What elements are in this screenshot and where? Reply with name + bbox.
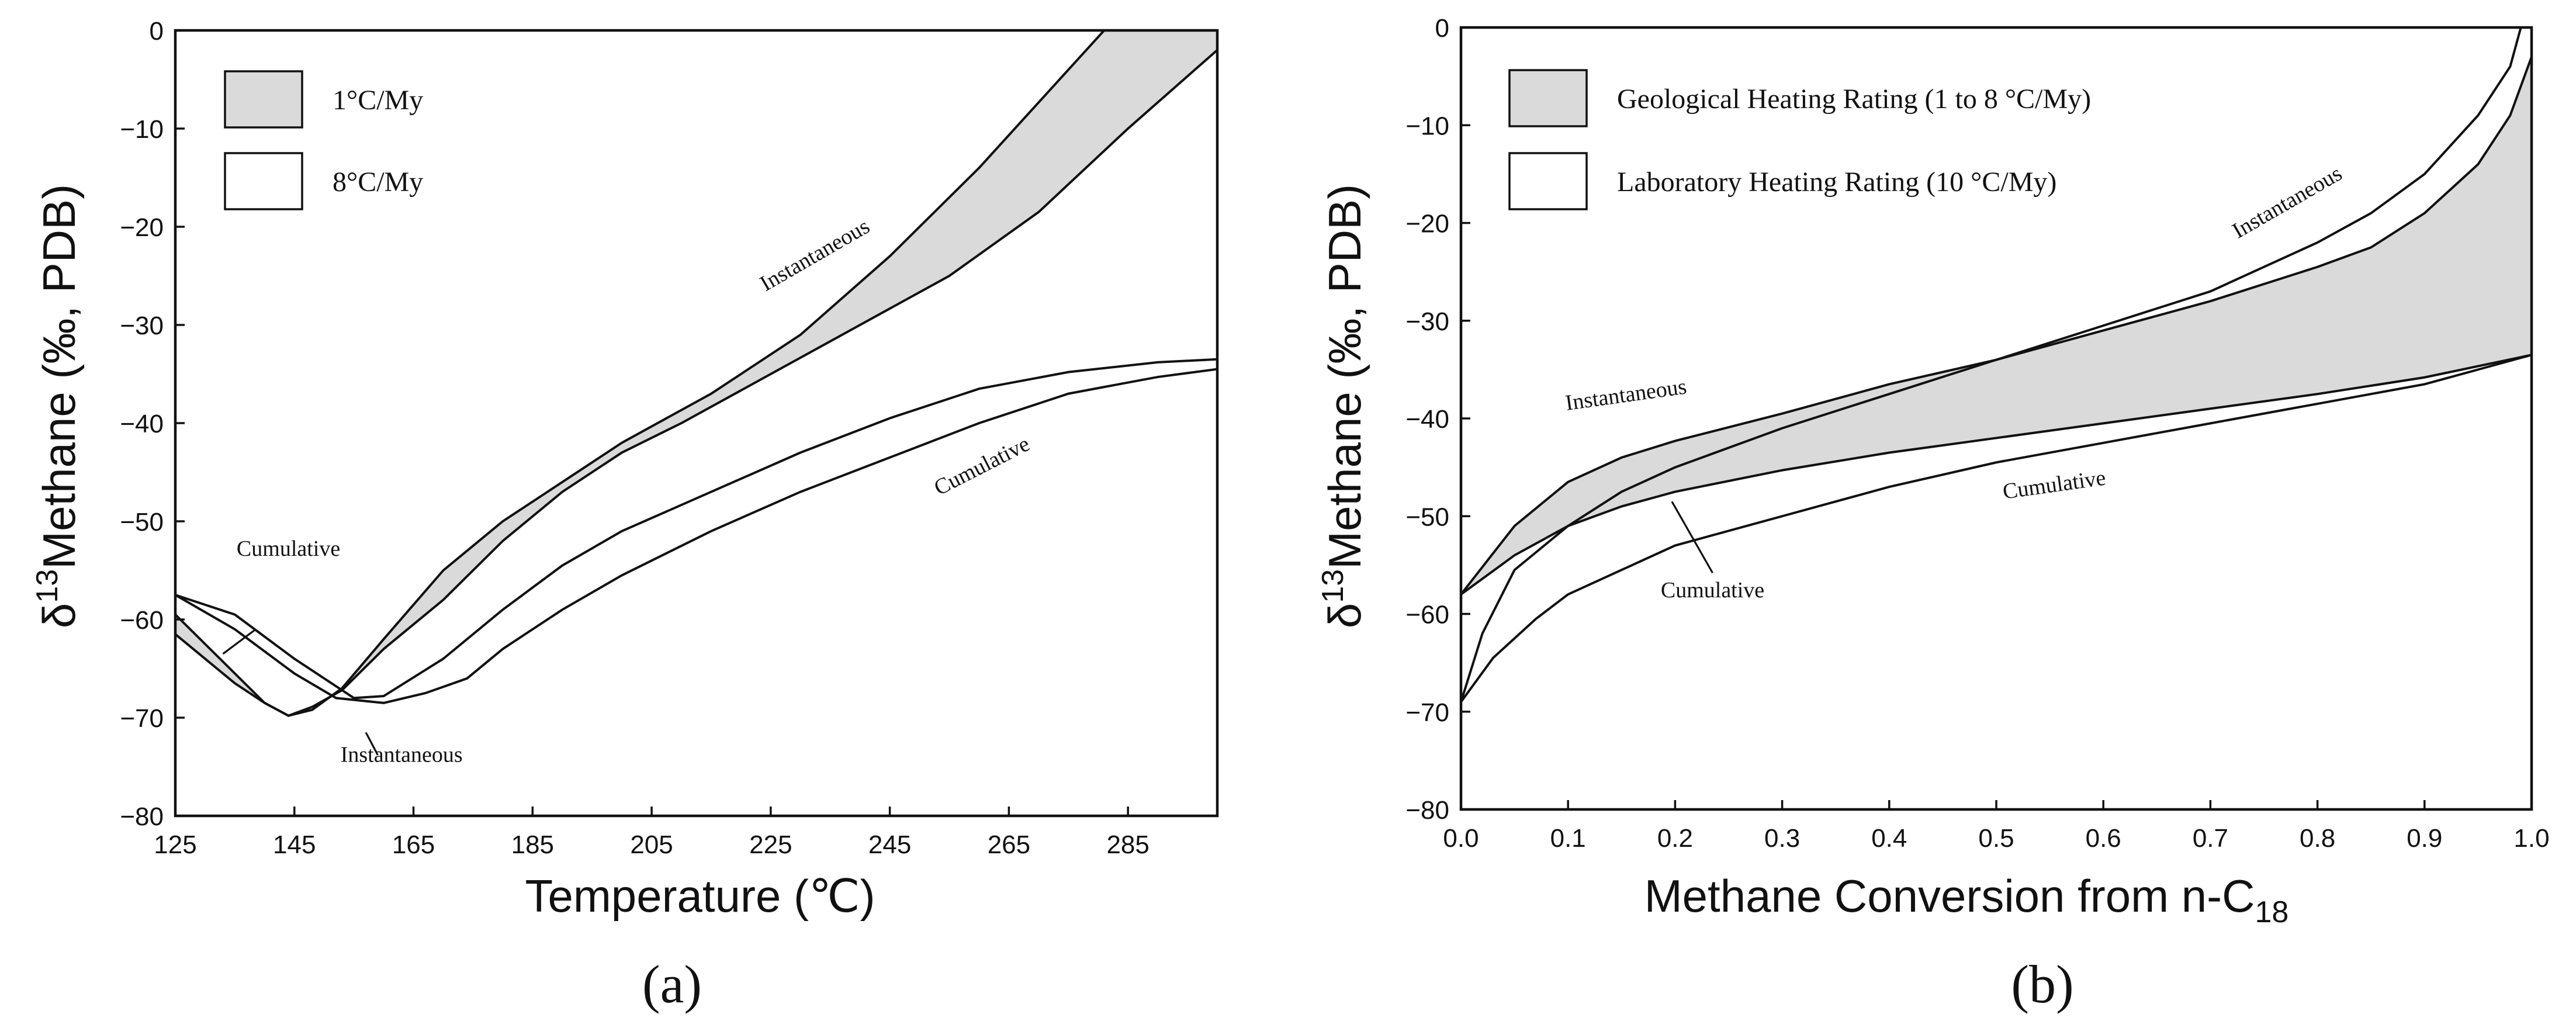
panel-a-y-tick-label: −70 bbox=[120, 704, 164, 733]
panel-b-x-tick-label: 0.7 bbox=[2193, 824, 2228, 853]
panel-a-x-tick-label: 225 bbox=[749, 830, 792, 859]
panel-b-band-0-upper-curve bbox=[1460, 56, 2533, 596]
panel-b-x-tick-label: 0.5 bbox=[1978, 824, 2014, 853]
panel-b-legend-swatch bbox=[1508, 152, 1588, 210]
panel-a: 125 145 165 185 205 225 245 265 285 0 −10 −20 −30 −40… bbox=[30, 17, 1219, 1014]
panel-a-y-axis-title: δ13Methane (‰, PDB) bbox=[30, 184, 85, 628]
panel-a-y-tick-label: −80 bbox=[120, 802, 164, 831]
panel-a-curves bbox=[174, 29, 1218, 717]
panel-a-legend-swatch bbox=[224, 70, 303, 129]
panel-a-annotation: Instantaneous bbox=[341, 743, 463, 767]
panel-a-x-tick-label: 165 bbox=[392, 830, 435, 859]
panel-b-x-tick-label: 0.8 bbox=[2300, 824, 2335, 853]
panel-a-y-tick-label: 0 bbox=[150, 17, 164, 46]
panel-a-x-tick-label: 185 bbox=[511, 830, 554, 859]
panel-a-x-tick-label: 145 bbox=[273, 830, 316, 859]
panel-b-band-1-upper-curve bbox=[1460, 27, 2522, 702]
panel-a-y-tick-label: −40 bbox=[120, 410, 164, 438]
panel-a-band-0 bbox=[175, 30, 1217, 716]
panel-b-x-tick-label: 0.3 bbox=[1764, 824, 1800, 853]
panel-a-leaders bbox=[222, 628, 379, 756]
panel-a-y-tick-label: −10 bbox=[120, 115, 164, 144]
panel-a-y-tick-label: −60 bbox=[120, 606, 164, 635]
panel-b-legend: Geological Heating Rating (1 to 8 °C/My)… bbox=[1508, 69, 2091, 210]
panel-b-curves bbox=[1460, 27, 2533, 703]
panel-a-x-tick-label: 285 bbox=[1106, 830, 1149, 859]
panel-a-x-tick-label: 125 bbox=[154, 830, 196, 859]
panel-a-leader-line bbox=[222, 628, 257, 655]
panel-b-annotation: Instantaneous bbox=[1564, 374, 1688, 416]
panel-b-x-tick-label: 1.0 bbox=[2513, 824, 2549, 853]
panel-a-x-tick-label: 265 bbox=[988, 830, 1030, 859]
panel-a-band-0-lower-curve bbox=[174, 49, 1218, 717]
panel-b-y-tick-label: −20 bbox=[1405, 210, 1449, 238]
panel-b-y-tick-label: −30 bbox=[1405, 307, 1449, 336]
panel-b-label: (b) bbox=[2011, 954, 2073, 1014]
panel-b-band-0 bbox=[1461, 57, 2532, 595]
panel-a-x-tick-label: 205 bbox=[630, 830, 673, 859]
panel-a-y-tick-label: −20 bbox=[120, 213, 164, 242]
panel-b-x-tick-label: 0.0 bbox=[1443, 824, 1479, 853]
panel-b-y-tick-label: −80 bbox=[1405, 796, 1449, 825]
panel-b-leader-line bbox=[1671, 501, 1713, 574]
panel-b-y-tick-label: −60 bbox=[1405, 601, 1449, 629]
panel-b-annotation: Instantaneous bbox=[2228, 161, 2346, 244]
panel-a-ticks: 125 145 165 185 205 225 245 265 285 0 −10 −20 −30 −40… bbox=[120, 17, 1149, 859]
panel-a-band-1-upper-curve bbox=[175, 358, 1218, 700]
panel-a-annotation: Cumulative bbox=[930, 431, 1034, 500]
panel-a-legend-label: 8°C/My bbox=[333, 167, 423, 198]
panel-b-annotation: Cumulative bbox=[1661, 578, 1764, 603]
panel-b-y-tick-label: −70 bbox=[1405, 698, 1449, 727]
panel-b-legend-swatch bbox=[1508, 69, 1588, 127]
panel-a-legend: 1°C/My 8°C/My bbox=[224, 70, 423, 210]
panel-b: 0.0 0.1 0.2 0.3 0.4 0.5 0.6 0.7 0.8 0.9 1.0 0 −10 −20… bbox=[1316, 14, 2550, 1014]
panel-a-bands bbox=[175, 30, 1217, 716]
panel-b-leaders bbox=[1671, 501, 1713, 574]
panel-a-x-axis-title: Temperature (℃) bbox=[525, 870, 875, 922]
panel-b-x-tick-label: 0.1 bbox=[1550, 824, 1586, 853]
panel-b-y-tick-label: −50 bbox=[1405, 503, 1449, 531]
panel-b-y-axis-title: δ13Methane (‰, PDB) bbox=[1316, 184, 1370, 628]
panel-a-annotations: Instantaneous Cumulative Cumulative Instant… bbox=[237, 214, 1034, 767]
panel-b-y-tick-label: −10 bbox=[1405, 112, 1449, 140]
panel-b-legend-label: Geological Heating Rating (1 to 8 °C/My) bbox=[1617, 84, 2091, 115]
panel-b-y-tick-label: 0 bbox=[1435, 14, 1449, 43]
panel-a-y-tick-label: −50 bbox=[120, 508, 164, 537]
panel-b-x-tick-label: 0.2 bbox=[1657, 824, 1693, 853]
panel-a-legend-label: 1°C/My bbox=[333, 85, 423, 116]
panel-b-ticks: 0.0 0.1 0.2 0.3 0.4 0.5 0.6 0.7 0.8 0.9 1.0 0 −10 −20… bbox=[1405, 14, 2549, 853]
panel-b-band-1-lower-curve bbox=[1460, 354, 2532, 703]
panel-a-x-tick-label: 245 bbox=[868, 830, 911, 859]
panel-b-annotation: Cumulative bbox=[2001, 465, 2107, 504]
panel-b-x-tick-label: 0.9 bbox=[2407, 824, 2442, 853]
panel-a-leader-line bbox=[365, 732, 379, 756]
panel-b-x-axis-title: Methane Conversion from n-C18 bbox=[1644, 870, 2289, 929]
panel-a-label: (a) bbox=[642, 954, 702, 1014]
panel-a-legend-swatch bbox=[224, 152, 303, 210]
panel-b-legend-label: Laboratory Heating Rating (10 °C/My) bbox=[1617, 167, 2056, 198]
panel-b-x-tick-label: 0.6 bbox=[2086, 824, 2121, 853]
panel-a-band-1-lower-curve bbox=[175, 368, 1218, 704]
panel-a-y-tick-label: −30 bbox=[120, 311, 164, 340]
panel-a-annotation: Cumulative bbox=[237, 537, 340, 561]
panel-b-x-tick-label: 0.4 bbox=[1871, 824, 1907, 853]
panel-b-bands bbox=[1461, 57, 2532, 595]
panel-a-annotation: Instantaneous bbox=[756, 214, 874, 296]
panel-b-y-tick-label: −40 bbox=[1405, 405, 1449, 434]
